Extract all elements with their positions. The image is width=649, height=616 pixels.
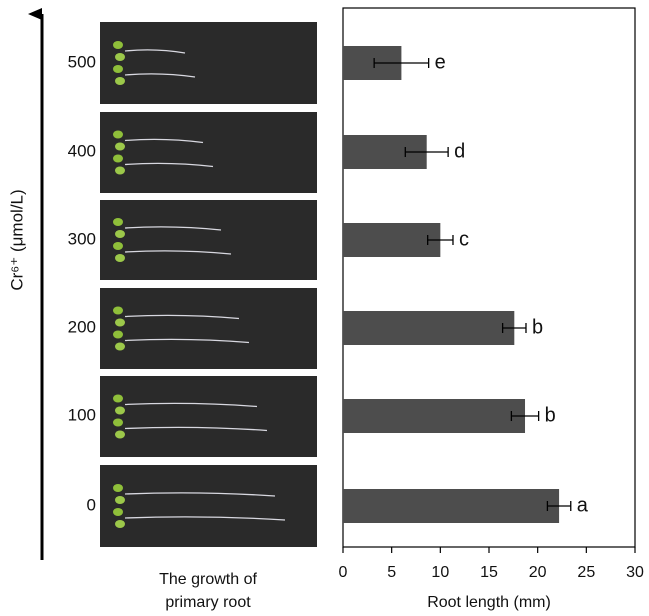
root	[124, 138, 204, 144]
error-bar	[501, 323, 527, 333]
significance-letter: b	[545, 404, 556, 426]
x-tick-label: 10	[431, 564, 449, 581]
leaf	[115, 166, 125, 175]
leaf	[115, 142, 125, 151]
leaf	[113, 394, 123, 403]
leaf	[115, 53, 125, 61]
leaf	[115, 520, 125, 528]
x-tick-label: 0	[339, 564, 348, 581]
seedling-photo	[100, 465, 317, 547]
root	[124, 402, 258, 408]
significance-letter: b	[532, 316, 543, 338]
significance-letter: e	[435, 51, 446, 73]
bar	[343, 399, 526, 433]
root	[124, 73, 196, 78]
root	[124, 314, 240, 320]
leaf	[113, 330, 123, 339]
leaf	[113, 418, 123, 427]
photo-caption: primary root	[165, 594, 251, 611]
plot-frame	[342, 7, 636, 548]
leaf	[113, 65, 123, 73]
x-tick-label: 20	[529, 564, 547, 581]
leaf	[115, 406, 125, 415]
photo-caption: The growth of	[159, 571, 257, 588]
significance-letter: a	[577, 494, 589, 516]
leaf	[115, 230, 125, 238]
x-tick-label: 5	[387, 564, 396, 581]
seedling-photo	[100, 200, 317, 280]
error-bar	[427, 235, 454, 245]
leaf	[115, 254, 125, 262]
root	[124, 516, 286, 521]
error-bar	[404, 147, 449, 157]
significance-letter: d	[454, 140, 465, 162]
root	[124, 226, 222, 231]
leaf	[113, 508, 123, 516]
x-tick-label: 25	[577, 564, 595, 581]
x-tick-label: 15	[480, 564, 498, 581]
leaf	[113, 242, 123, 250]
y-axis-title: Cr⁶⁺ (μmol/L)	[7, 189, 26, 290]
error-bar	[510, 411, 540, 421]
leaf	[115, 496, 125, 504]
root	[124, 162, 214, 168]
leaf	[115, 342, 125, 351]
leaf	[115, 318, 125, 327]
error-bar	[373, 58, 430, 68]
leaf	[115, 77, 125, 85]
y-tick-label: 300	[68, 229, 96, 248]
x-tick-label: 30	[626, 564, 644, 581]
seedling-photo	[100, 288, 317, 369]
leaf	[113, 218, 123, 226]
y-tick-label: 400	[68, 141, 96, 160]
significance-letter: c	[459, 228, 469, 250]
leaf	[113, 484, 123, 492]
y-tick-label: 100	[68, 405, 96, 424]
x-axis-title: Root length (mm)	[427, 594, 551, 611]
y-tick-label: 200	[68, 317, 96, 336]
leaf	[113, 154, 123, 163]
root	[124, 250, 232, 255]
y-tick-label: 500	[68, 52, 96, 71]
leaf	[113, 41, 123, 49]
y-tick-label: 0	[87, 495, 96, 514]
root	[124, 338, 250, 344]
seedling-photo	[100, 376, 317, 457]
bar	[343, 223, 441, 257]
seedling-photo	[100, 22, 317, 104]
leaf	[115, 430, 125, 439]
root	[124, 49, 186, 54]
seedling-photo	[100, 112, 317, 193]
bar	[343, 489, 560, 523]
root	[124, 492, 276, 497]
root	[124, 426, 268, 432]
error-bar	[546, 501, 572, 511]
bar	[343, 311, 515, 345]
leaf	[113, 130, 123, 139]
leaf	[113, 306, 123, 315]
